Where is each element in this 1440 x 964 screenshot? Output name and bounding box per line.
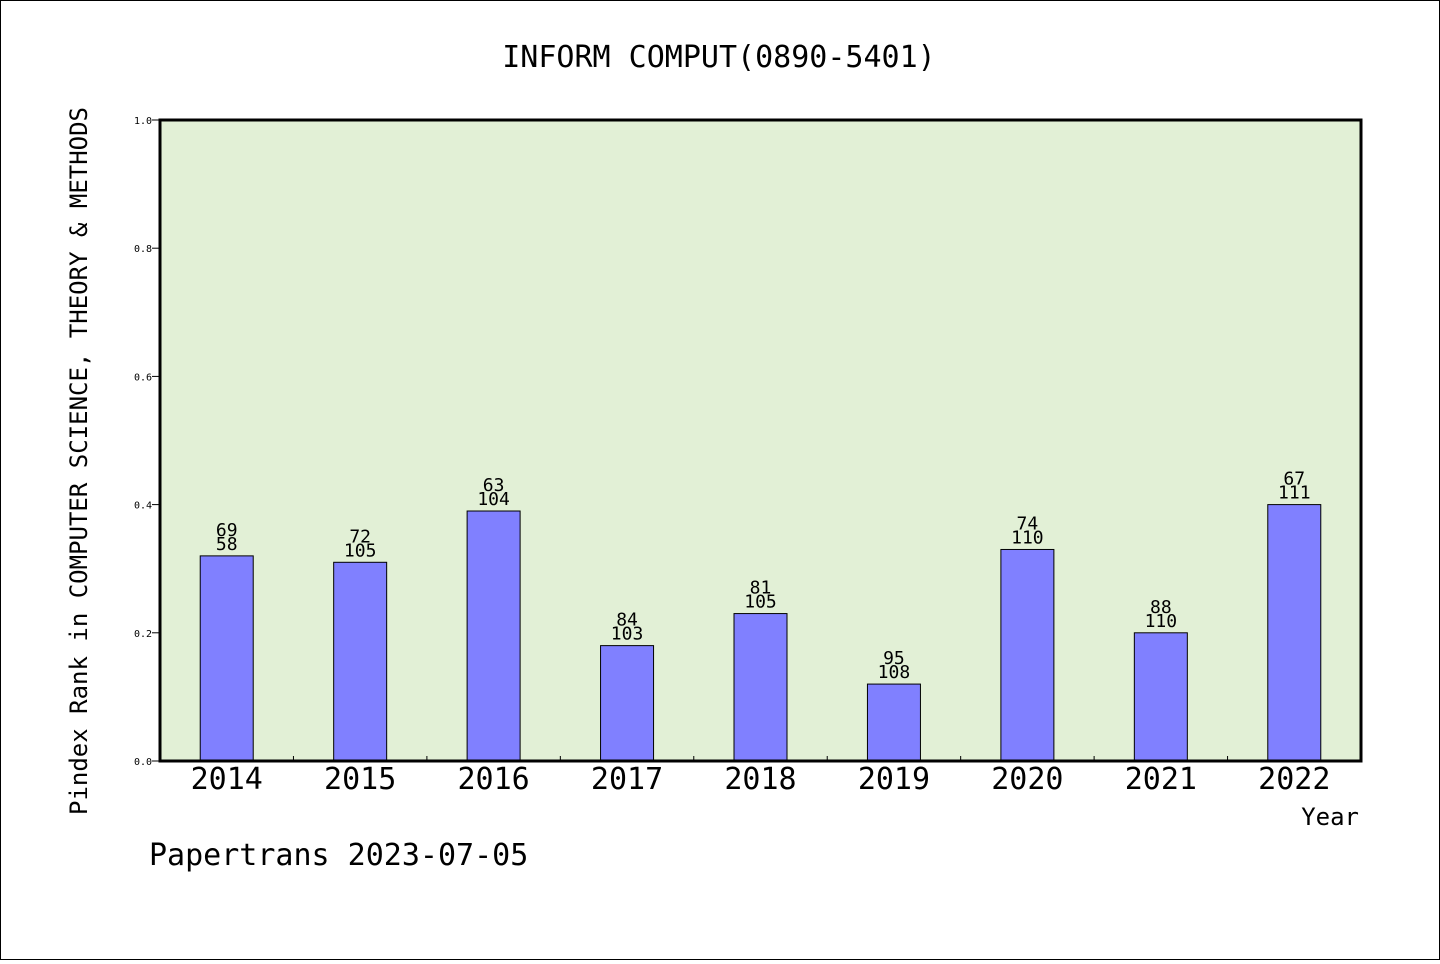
data-label-top-2015: 72 (349, 526, 371, 547)
x-tick-label-2019: 2019 (858, 762, 930, 797)
x-tick-label-2016: 2016 (457, 762, 529, 797)
x-tick-label-2018: 2018 (724, 762, 796, 797)
data-label-bottom-2021: 110 (1145, 611, 1178, 632)
y-tick-label: 0.6 (134, 372, 152, 383)
y-tick-label: 0.0 (134, 757, 152, 768)
data-label-top-2020: 74 (1017, 513, 1039, 534)
y-tick-label: 0.8 (134, 244, 152, 255)
bar-2017 (600, 645, 655, 762)
x-tick-label-2020: 2020 (991, 762, 1063, 797)
data-label-bottom-2022: 111 (1278, 483, 1311, 504)
x-tick-label-2017: 2017 (591, 762, 663, 797)
x-tick-label-2022: 2022 (1258, 762, 1330, 797)
y-tick-label: 0.4 (134, 501, 152, 512)
data-label-top-2022: 67 (1283, 469, 1305, 490)
x-tick-label-2021: 2021 (1125, 762, 1197, 797)
y-axis: 0.0 0.2 0.4 0.6 0.8 1.0 (134, 116, 160, 768)
data-label-bottom-2018: 105 (744, 592, 777, 613)
y-tick-label: 1.0 (134, 116, 152, 127)
data-label-top-2016: 63 (483, 475, 505, 496)
data-label-top-2018: 81 (750, 578, 772, 599)
data-label-top-2017: 84 (616, 610, 638, 631)
data-label-bottom-2017: 103 (611, 624, 644, 645)
data-label-bottom-2015: 105 (344, 540, 377, 561)
bar-2021 (1133, 632, 1188, 762)
y-tick-label: 0.2 (134, 629, 152, 640)
x-axis-label: Year (1301, 803, 1359, 831)
data-label-top-2019: 95 (883, 648, 905, 669)
bar-2020 (1000, 548, 1055, 762)
bar-2019 (866, 683, 921, 762)
x-axis: 2014 2015 2016 2017 2018 2019 2020 2021 2022 (191, 756, 1330, 797)
bar-2022 (1267, 504, 1322, 762)
data-label-bottom-2016: 104 (477, 489, 510, 510)
data-label-bottom-2019: 108 (878, 662, 911, 683)
bars-group (199, 504, 1322, 762)
y-axis-label: Pindex Rank in COMPUTER SCIENCE, THEORY … (65, 107, 93, 815)
bar-2014 (199, 555, 254, 762)
bar-2016 (466, 510, 521, 762)
plot-border (158, 118, 1363, 763)
data-label-bottom-2020: 110 (1011, 527, 1044, 548)
footer-credit: Papertrans 2023-07-05 (149, 838, 528, 873)
data-label-top-2014: 69 (216, 520, 238, 541)
x-tick-label-2014: 2014 (191, 762, 263, 797)
chart-title: INFORM COMPUT(0890-5401) (502, 40, 935, 75)
x-tick-label-2015: 2015 (324, 762, 396, 797)
data-label-top-2021: 88 (1150, 597, 1172, 618)
bar-2018 (733, 613, 788, 762)
data-label-bottom-2014: 58 (216, 534, 238, 555)
bar-2015 (333, 561, 388, 762)
